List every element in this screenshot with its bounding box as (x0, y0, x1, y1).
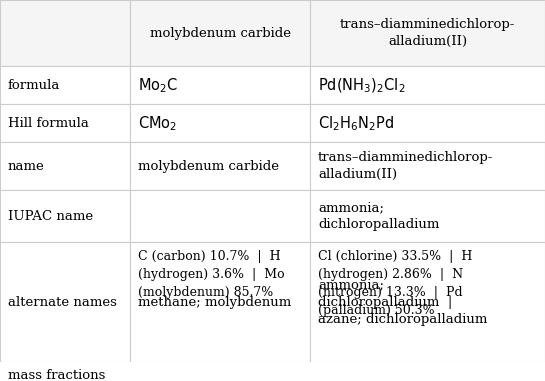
Bar (130, 242, 310, 362)
Text: trans–diamminedichlorop-
alladium(II): trans–diamminedichlorop- alladium(II) (318, 151, 493, 181)
Text: ammonia;
dichloropalladium: ammonia; dichloropalladium (318, 201, 439, 231)
Text: IUPAC name: IUPAC name (8, 210, 93, 223)
Text: trans–diamminedichlorop-
alladium(II): trans–diamminedichlorop- alladium(II) (340, 18, 515, 48)
Bar (130, 104, 310, 142)
Bar (310, 190, 545, 242)
Text: ammonia;
dichloropalladium  |
azane; dichloropalladium: ammonia; dichloropalladium | azane; dich… (318, 279, 487, 325)
Bar (130, 190, 310, 242)
Text: C (carbon) 10.7%  |  H
(hydrogen) 3.6%  |  Mo
(molybdenum) 85.7%: C (carbon) 10.7% | H (hydrogen) 3.6% | M… (138, 250, 284, 299)
Text: $\mathrm{CMo_2}$: $\mathrm{CMo_2}$ (138, 114, 177, 133)
Bar (310, 66, 545, 104)
Text: mass fractions: mass fractions (8, 370, 105, 381)
Bar (130, 142, 310, 190)
Text: formula: formula (8, 79, 60, 92)
Bar (0, 142, 130, 190)
Bar (130, 0, 310, 66)
Bar (310, 142, 545, 190)
Bar (130, 66, 310, 104)
Text: name: name (8, 160, 45, 173)
Text: $\mathrm{Mo_2C}$: $\mathrm{Mo_2C}$ (138, 76, 178, 95)
Bar (0, 66, 130, 104)
Text: molybdenum carbide: molybdenum carbide (138, 160, 279, 173)
Bar (0, 104, 130, 142)
Text: molybdenum carbide: molybdenum carbide (149, 27, 290, 40)
Text: $\mathrm{Cl_2H_6N_2Pd}$: $\mathrm{Cl_2H_6N_2Pd}$ (318, 114, 394, 133)
Bar (0, 190, 130, 242)
Bar (0, 0, 130, 66)
Text: alternate names: alternate names (8, 296, 117, 309)
Text: methane; molybdenum: methane; molybdenum (138, 296, 291, 309)
Text: Cl (chlorine) 33.5%  |  H
(hydrogen) 2.86%  |  N
(nitrogen) 13.3%  |  Pd
(pallad: Cl (chlorine) 33.5% | H (hydrogen) 2.86%… (318, 250, 473, 317)
Text: Hill formula: Hill formula (8, 117, 89, 130)
Bar (310, 0, 545, 66)
Bar (0, 242, 130, 362)
Bar (310, 242, 545, 362)
Text: $\mathrm{Pd(NH_3)_2Cl_2}$: $\mathrm{Pd(NH_3)_2Cl_2}$ (318, 76, 405, 94)
Bar (310, 104, 545, 142)
